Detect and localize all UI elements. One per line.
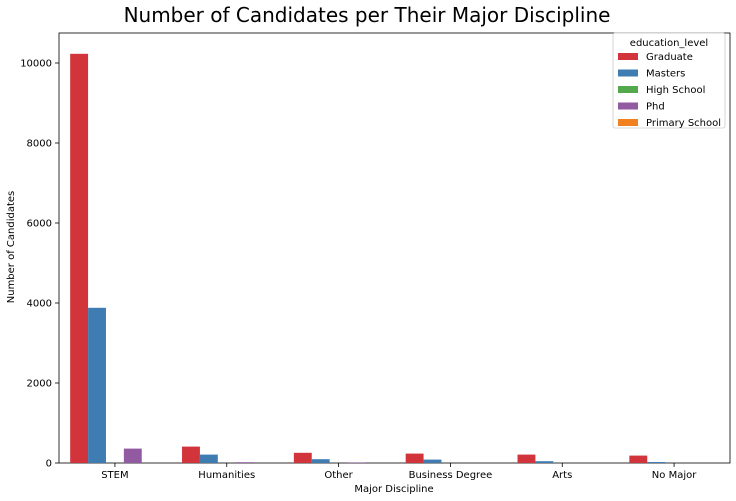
legend-swatch-0 (618, 53, 638, 60)
legend-entry-3: Phd (646, 102, 665, 113)
bar-graduate-5 (629, 455, 648, 463)
bar-masters-1 (199, 454, 218, 463)
legend-entry-2: High School (646, 85, 705, 96)
bar-masters-4 (535, 461, 554, 463)
legend-swatch-4 (618, 119, 638, 126)
bar-masters-0 (88, 307, 106, 463)
plot-area (58, 32, 731, 464)
bar-graduate-2 (293, 452, 312, 463)
legend: education_level Graduate Masters High Schoo… (612, 32, 726, 129)
y-tick-label-4: 8000 (27, 139, 52, 150)
bar-phd-0 (123, 448, 142, 463)
x-tick-label-2: Other (324, 470, 353, 481)
legend-title: education_level (630, 38, 708, 49)
y-tick-label-1: 2000 (27, 379, 52, 390)
bars (70, 53, 666, 464)
legend-swatch-3 (618, 102, 638, 110)
y-tick-label-2: 4000 (27, 299, 52, 310)
bar-masters-5 (647, 462, 666, 463)
legend-swatch-1 (618, 69, 638, 77)
x-tick-label-3: Business Degree (409, 470, 493, 481)
bar-phd-2 (347, 462, 366, 463)
x-tick-label-5: No Major (652, 470, 697, 481)
y-tick-label-0: 0 (46, 459, 52, 470)
legend-swatch-2 (618, 86, 638, 93)
x-axis-label: Major Discipline (354, 484, 433, 495)
bar-graduate-1 (182, 446, 200, 463)
bar-graduate-4 (517, 454, 536, 463)
chart-title: Number of Candidates per Their Major Dis… (124, 3, 611, 27)
legend-entry-1: Masters (646, 69, 685, 80)
legend-entry-4: Primary School (646, 118, 721, 129)
legend-box (612, 32, 726, 129)
bar-phd-1 (235, 462, 254, 463)
bar-graduate-3 (405, 453, 424, 463)
x-axis: STEM Humanities Other Business Degree Arts No… (101, 463, 697, 481)
y-axis-label: Number of Candidates (6, 191, 17, 304)
bar-graduate-0 (70, 53, 89, 464)
x-tick-label-0: STEM (101, 470, 128, 481)
x-tick-label-1: Humanities (198, 470, 255, 481)
x-tick-label-4: Arts (552, 470, 572, 481)
y-tick-label-5: 10000 (20, 59, 52, 70)
y-axis: 0 2000 4000 6000 8000 10000 (20, 59, 59, 470)
legend-entry-0: Graduate (646, 52, 693, 63)
y-tick-label-3: 6000 (27, 219, 52, 230)
plot-frame (58, 32, 731, 464)
bar-masters-3 (423, 459, 442, 463)
bar-masters-2 (311, 459, 330, 463)
